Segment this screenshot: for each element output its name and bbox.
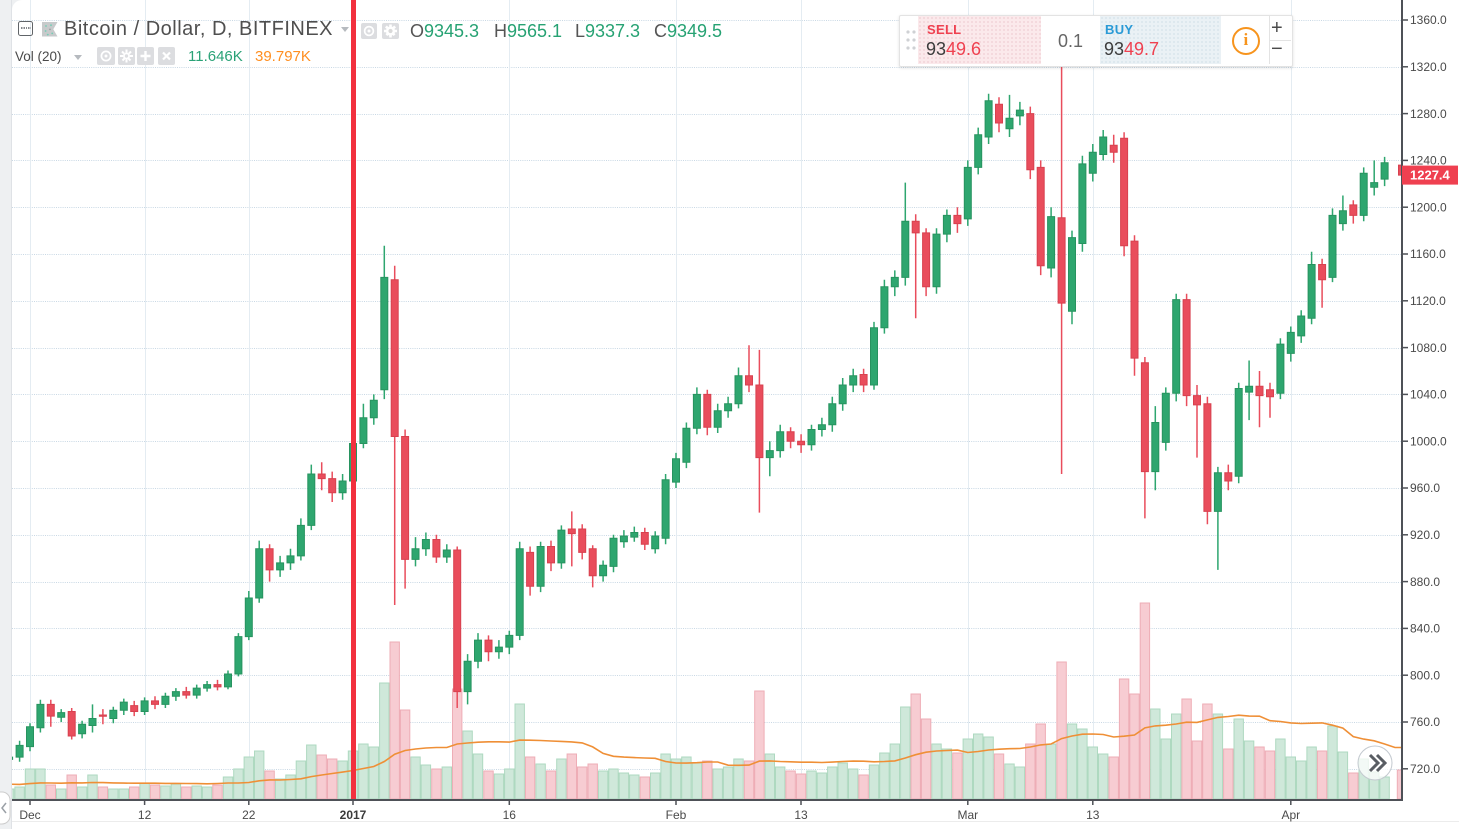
svg-text:1040.0: 1040.0: [1410, 388, 1447, 402]
svg-text:920.0: 920.0: [1410, 528, 1440, 542]
svg-text:Feb: Feb: [666, 808, 687, 822]
svg-text:Mar: Mar: [957, 808, 978, 822]
svg-text:12: 12: [138, 808, 152, 822]
svg-text:1240.0: 1240.0: [1410, 154, 1447, 168]
svg-text:1360.0: 1360.0: [1410, 13, 1447, 27]
svg-text:1080.0: 1080.0: [1410, 341, 1447, 355]
svg-text:800.0: 800.0: [1410, 668, 1440, 682]
svg-text:1280.0: 1280.0: [1410, 107, 1447, 121]
svg-text:1160.0: 1160.0: [1410, 247, 1446, 261]
svg-text:1227.4: 1227.4: [1410, 168, 1451, 183]
svg-text:960.0: 960.0: [1410, 481, 1440, 495]
svg-text:1120.0: 1120.0: [1410, 294, 1446, 308]
svg-text:1320.0: 1320.0: [1410, 60, 1447, 74]
svg-text:22: 22: [242, 808, 256, 822]
svg-text:1000.0: 1000.0: [1410, 434, 1447, 448]
svg-text:720.0: 720.0: [1410, 762, 1440, 776]
svg-text:13: 13: [794, 808, 808, 822]
svg-text:Dec: Dec: [19, 808, 40, 822]
svg-text:840.0: 840.0: [1410, 622, 1440, 636]
svg-text:16: 16: [503, 808, 517, 822]
svg-text:2017: 2017: [340, 808, 367, 822]
svg-text:Apr: Apr: [1281, 808, 1300, 822]
svg-text:13: 13: [1086, 808, 1100, 822]
svg-text:1200.0: 1200.0: [1410, 200, 1447, 214]
svg-text:760.0: 760.0: [1410, 715, 1440, 729]
svg-text:880.0: 880.0: [1410, 575, 1440, 589]
